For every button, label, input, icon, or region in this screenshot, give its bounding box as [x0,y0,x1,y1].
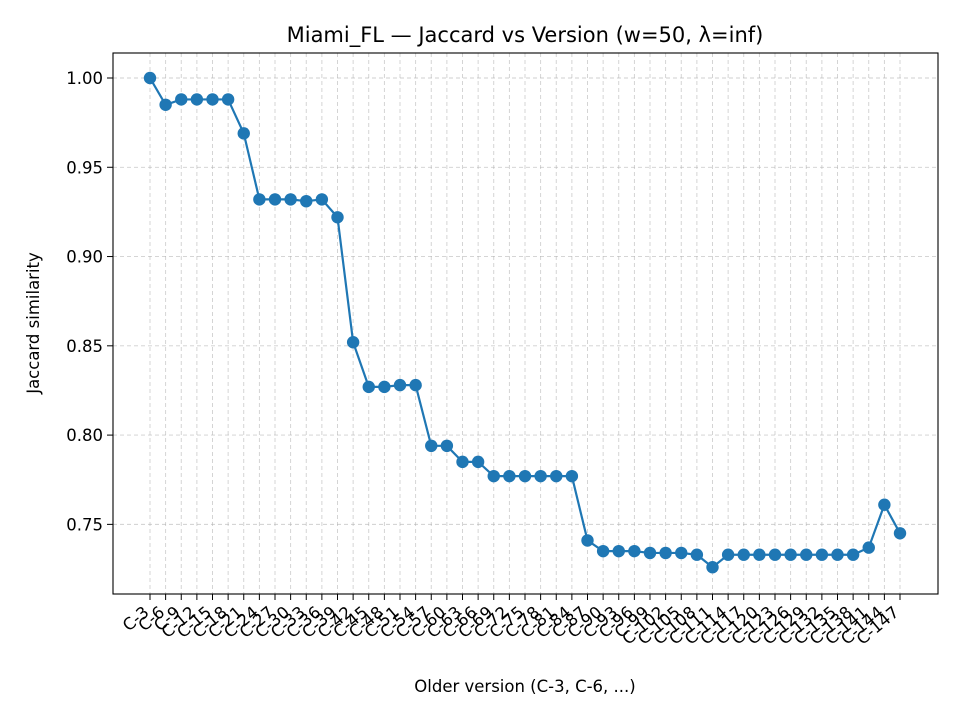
data-point [721,548,735,561]
data-point [518,469,532,483]
data-point [643,546,657,560]
data-point [471,455,485,469]
data-point [221,93,235,106]
data-point [268,193,282,206]
data-point [768,548,782,561]
data-point [675,546,688,560]
axes: C-3C-6C-9C-12C-15C-18C-21C-24C-27C-30C-3… [66,69,902,649]
data-point [409,378,422,392]
data-point [440,439,454,453]
y-tick-label: 0.95 [66,158,103,177]
data-point [253,193,266,206]
data-point [456,455,469,469]
data-point [581,534,594,547]
data-point [284,193,297,206]
plot-frame [112,52,939,595]
x-axis-label: Older version (C-3, C-6, ...) [414,677,635,696]
data-point [753,548,766,561]
data-point [425,439,438,453]
data-point [315,193,329,206]
data-point [659,546,672,560]
data-point [737,548,750,561]
data-point [800,548,813,561]
data-point [784,548,797,561]
data-point [362,380,375,394]
data-point [815,548,829,561]
data-point [596,544,610,558]
data-point [190,93,204,106]
data-point [143,71,157,85]
data-point [159,98,172,111]
data-point [706,561,719,574]
y-tick-label: 0.75 [66,515,103,534]
data-point [393,378,407,392]
data-point [346,336,360,349]
chart-title: Miami_FL — Jaccard vs Version (w=50, λ=i… [287,23,764,48]
data-point [503,469,516,483]
data-point [487,469,500,483]
data-point [331,211,344,224]
data-point [534,469,547,483]
y-tick-label: 1.00 [66,69,103,88]
data-point [628,544,641,558]
y-tick-label: 0.85 [66,337,103,356]
data-point [846,548,860,561]
data-point [175,93,188,106]
data-point [862,541,875,554]
y-tick-label: 0.80 [66,426,103,445]
y-tick-label: 0.90 [66,248,103,267]
y-axis-label: Jaccard similarity [24,252,43,395]
data-point [565,469,579,483]
data-point [893,527,907,540]
series-layer [143,71,907,574]
data-point [612,544,625,558]
data-point [831,548,844,561]
data-point [300,194,313,208]
data-point [878,498,891,511]
grid-layer [113,53,938,594]
data-point [690,548,704,561]
data-point [206,93,219,106]
data-point [378,380,391,394]
data-point [237,127,250,140]
data-point [550,469,563,483]
